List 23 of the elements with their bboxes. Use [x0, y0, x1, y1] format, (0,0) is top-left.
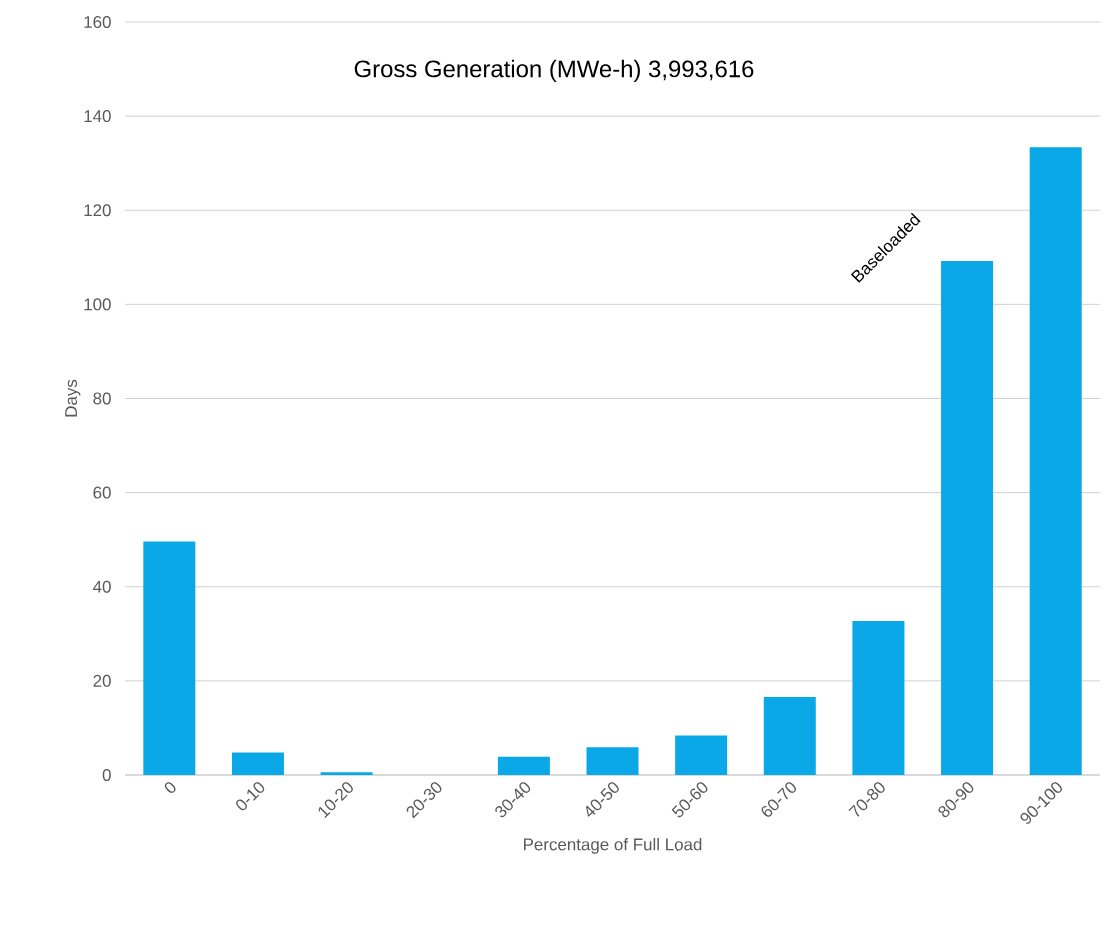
- y-axis-title: Days: [65, 379, 81, 417]
- bar: [231, 752, 284, 775]
- y-tick-label: 160: [84, 15, 111, 28]
- bar: [1029, 147, 1082, 775]
- x-axis-title: Percentage of Full Load: [523, 837, 702, 854]
- y-tick-label: 140: [84, 110, 111, 123]
- bar: [143, 541, 196, 775]
- bar: [941, 261, 994, 775]
- bar: [320, 772, 373, 775]
- y-tick-label: 120: [84, 204, 111, 217]
- y-tick-label: 60: [93, 486, 111, 499]
- y-tick-label: 80: [93, 392, 111, 405]
- bar: [852, 621, 905, 775]
- y-tick-label: 100: [84, 298, 111, 311]
- y-tick-label: 40: [93, 580, 111, 593]
- bar: [763, 696, 816, 775]
- y-tick-label: 20: [93, 674, 111, 687]
- bar: [675, 735, 728, 775]
- bar: [497, 756, 550, 775]
- y-tick-label: 0: [102, 769, 111, 781]
- text: Gross Generation (MWe-h) 3,993,616: [354, 59, 754, 83]
- x-tick-label: 0: [164, 782, 176, 793]
- bar: [586, 747, 639, 775]
